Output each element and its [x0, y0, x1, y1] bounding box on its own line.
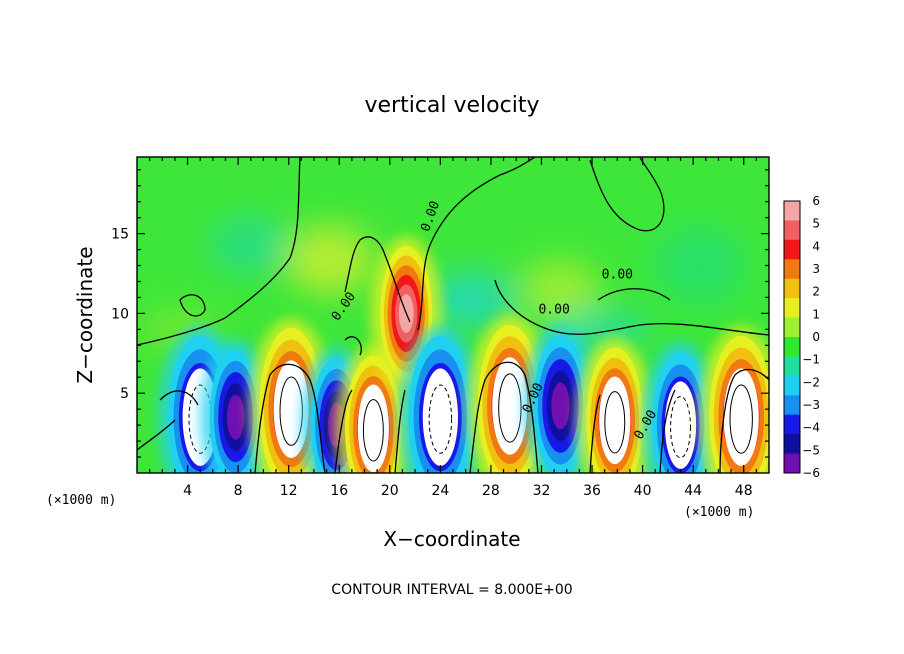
x-tick-label: 44	[684, 483, 702, 499]
velocity-cell	[398, 325, 483, 473]
velocity-cell	[699, 325, 769, 473]
colorbar-label: −1	[802, 353, 820, 367]
x-unit-label-left: (×1000 m)	[46, 493, 116, 508]
colorbar-swatch	[784, 317, 800, 338]
x-tick-label: 48	[735, 483, 753, 499]
colorbar-label: 4	[812, 239, 820, 253]
y-tick-label: 10	[111, 306, 129, 322]
colorbar-swatch	[784, 414, 800, 435]
x-tick-label: 32	[533, 483, 551, 499]
velocity-cell	[576, 337, 654, 473]
heatmap-field: 0.000.00 0.000.000.000.00	[137, 157, 769, 473]
y-axis-label: Z−coordinate	[73, 246, 97, 383]
colorbar: 6 5 4 3 2 1 0 −1 −2 −3 −4 −5 −6	[783, 194, 820, 480]
colorbar-label: 1	[812, 307, 820, 321]
x-tick-label: 12	[280, 483, 298, 499]
colorbar-label: −6	[802, 466, 820, 480]
y-tick-label: 15	[111, 227, 129, 243]
colorbar-label: −2	[802, 375, 820, 389]
x-tick-label: 28	[482, 483, 500, 499]
colorbar-swatch	[784, 298, 800, 319]
colorbar-swatch	[784, 201, 800, 221]
contour-label: 0.00	[538, 302, 569, 317]
colorbar-swatch	[784, 220, 800, 241]
colorbar-swatch	[784, 356, 800, 377]
colorbar-label: 0	[812, 330, 820, 344]
colorbar-label: 3	[812, 262, 820, 276]
colorbar-swatch	[784, 453, 800, 474]
x-tick-label: 20	[381, 483, 399, 499]
colorbar-label: −5	[802, 443, 820, 457]
x-tick-label: 16	[330, 483, 348, 499]
contour-label: 0.00	[602, 267, 633, 282]
contour-interval-note: CONTOUR INTERVAL = 8.000E+00	[331, 582, 572, 598]
x-tick-label: 36	[583, 483, 601, 499]
x-tick-label: 40	[634, 483, 652, 499]
chart-title: vertical velocity	[364, 93, 539, 118]
colorbar-label: −3	[802, 398, 820, 412]
x-tick-label: 8	[234, 483, 243, 499]
x-tick-label: 4	[183, 483, 192, 499]
colorbar-swatch	[784, 337, 800, 357]
y-tick-label: 5	[120, 386, 129, 402]
colorbar-swatch	[784, 239, 800, 260]
colorbar-swatch	[784, 395, 800, 416]
zero-contours	[137, 157, 769, 473]
colorbar-label: 2	[812, 285, 820, 299]
x-unit-label-right: (×1000 m)	[684, 505, 754, 520]
x-tick-label: 24	[431, 483, 449, 499]
colorbar-label: 6	[812, 194, 820, 208]
colorbar-swatch	[784, 375, 800, 396]
axis-ticks	[137, 157, 769, 473]
colorbar-swatch	[784, 278, 800, 299]
x-axis-label: X−coordinate	[383, 527, 520, 551]
velocity-cell	[334, 345, 412, 473]
colorbar-label: −4	[802, 421, 820, 435]
colorbar-swatch	[784, 259, 800, 280]
colorbar-label: 5	[812, 217, 820, 231]
colorbar-frame	[783, 200, 801, 474]
colorbar-swatch	[784, 434, 800, 455]
